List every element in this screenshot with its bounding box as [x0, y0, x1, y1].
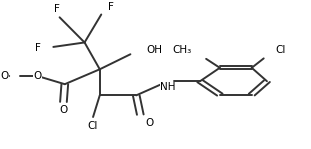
Text: O: O: [59, 105, 67, 115]
Text: O: O: [33, 71, 42, 81]
Text: Cl: Cl: [87, 121, 97, 131]
Text: O: O: [0, 71, 9, 81]
Text: O: O: [145, 118, 153, 128]
Text: F: F: [54, 4, 60, 14]
Text: F: F: [108, 2, 114, 12]
Text: Cl: Cl: [276, 45, 286, 55]
Text: F: F: [35, 43, 41, 53]
Text: OH: OH: [146, 45, 162, 55]
Text: NH: NH: [160, 82, 176, 93]
Text: CH₃: CH₃: [173, 45, 192, 55]
